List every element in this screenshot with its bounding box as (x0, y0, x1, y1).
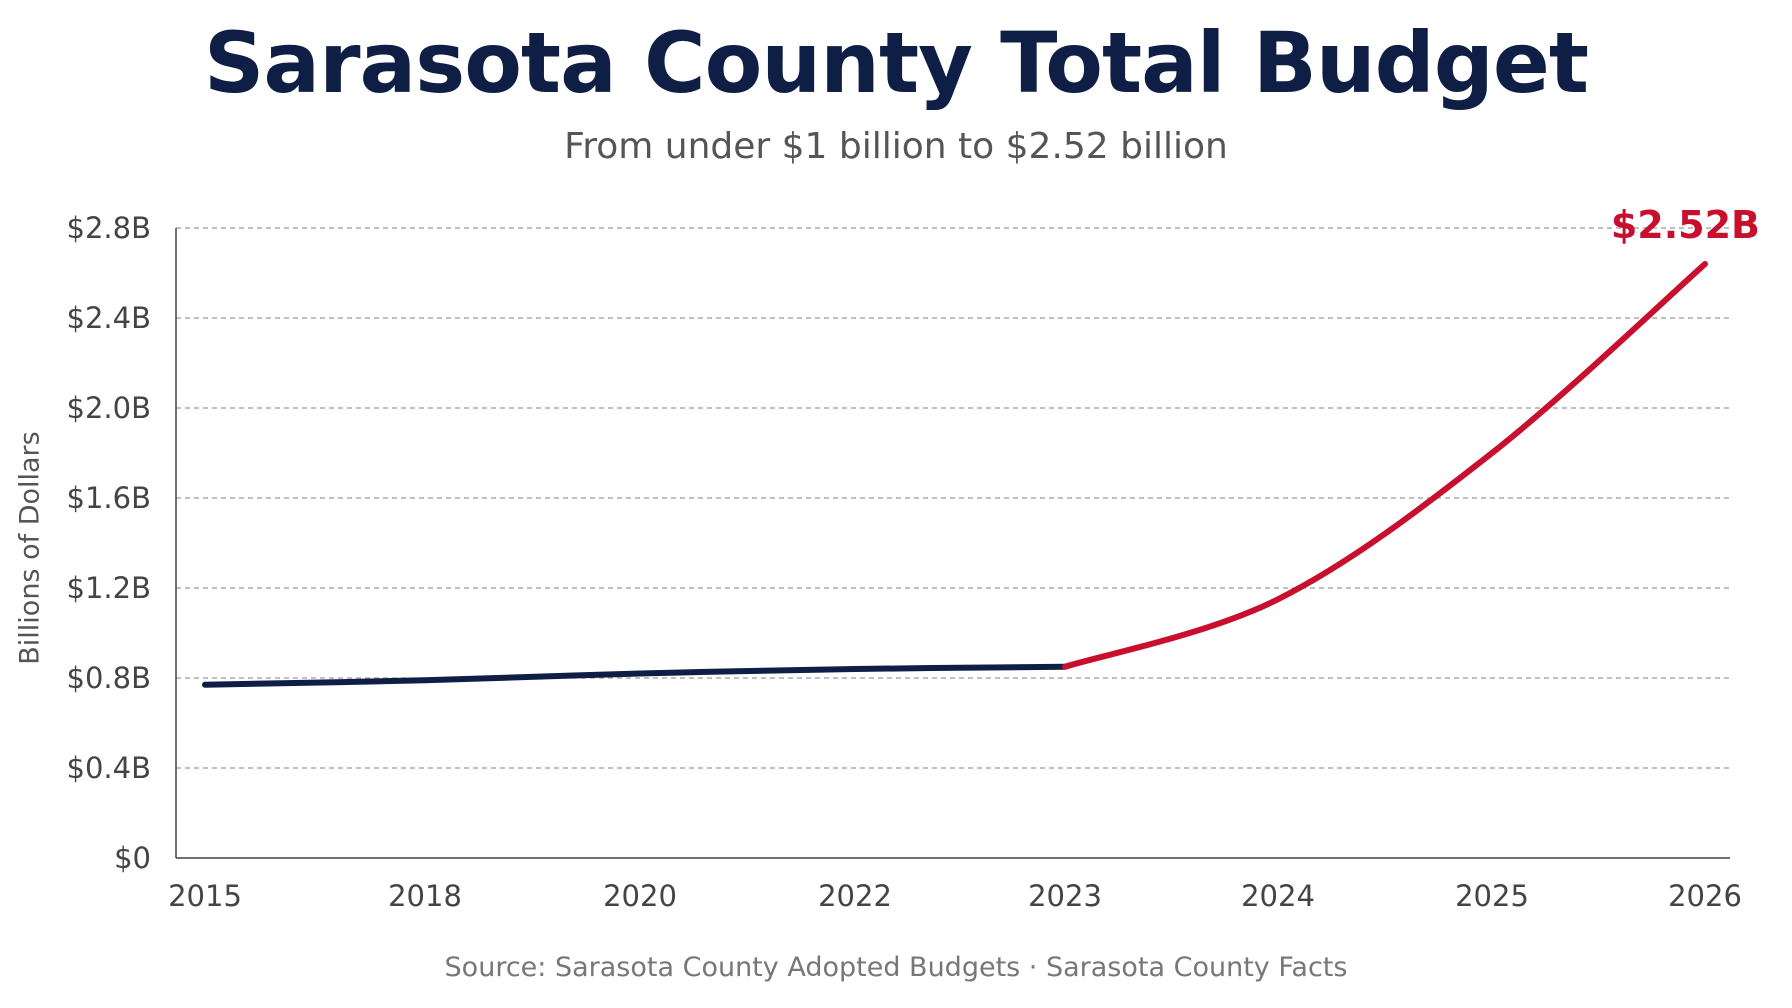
recent-budget-line (1062, 261, 1708, 670)
x-tick-label: 2018 (388, 879, 462, 913)
annotations: $2.52B (1611, 203, 1760, 247)
y-tick-label: $2.4B (67, 301, 151, 335)
data-lines (202, 261, 1708, 688)
y-tick-labels: $0 $0.4B $0.8B $1.2B $1.6B $2.0B $2.4B $2.8B (67, 211, 151, 875)
y-tick-label: $0 (114, 841, 151, 875)
y-tick-label: $0.8B (67, 661, 151, 695)
x-tick-labels: 2015 2018 2020 2022 2023 2024 2025 2026 (168, 879, 1742, 913)
x-tick-label: 2026 (1668, 879, 1742, 913)
x-tick-label: 2023 (1028, 879, 1102, 913)
x-tick-label: 2020 (603, 879, 677, 913)
end-value-label: $2.52B (1611, 203, 1760, 247)
x-tick-label: 2022 (818, 879, 892, 913)
gridlines (176, 227, 1730, 769)
y-tick-label: $2.8B (67, 211, 151, 245)
x-tick-label: 2015 (168, 879, 242, 913)
y-tick-label: $1.2B (67, 571, 151, 605)
y-tick-label: $1.6B (67, 481, 151, 515)
historical-budget-line (202, 663, 1068, 688)
axes (175, 228, 1730, 859)
x-tick-label: 2025 (1455, 879, 1529, 913)
x-tick-label: 2024 (1241, 879, 1315, 913)
chart-source: Source: Sarasota County Adopted Budgets … (444, 952, 1348, 983)
chart-subtitle: From under $1 billion to $2.52 billion (564, 126, 1228, 167)
y-tick-label: $0.4B (67, 751, 151, 785)
chart-title: Sarasota County Total Budget (203, 14, 1589, 112)
y-tick-label: $2.0B (67, 391, 151, 425)
